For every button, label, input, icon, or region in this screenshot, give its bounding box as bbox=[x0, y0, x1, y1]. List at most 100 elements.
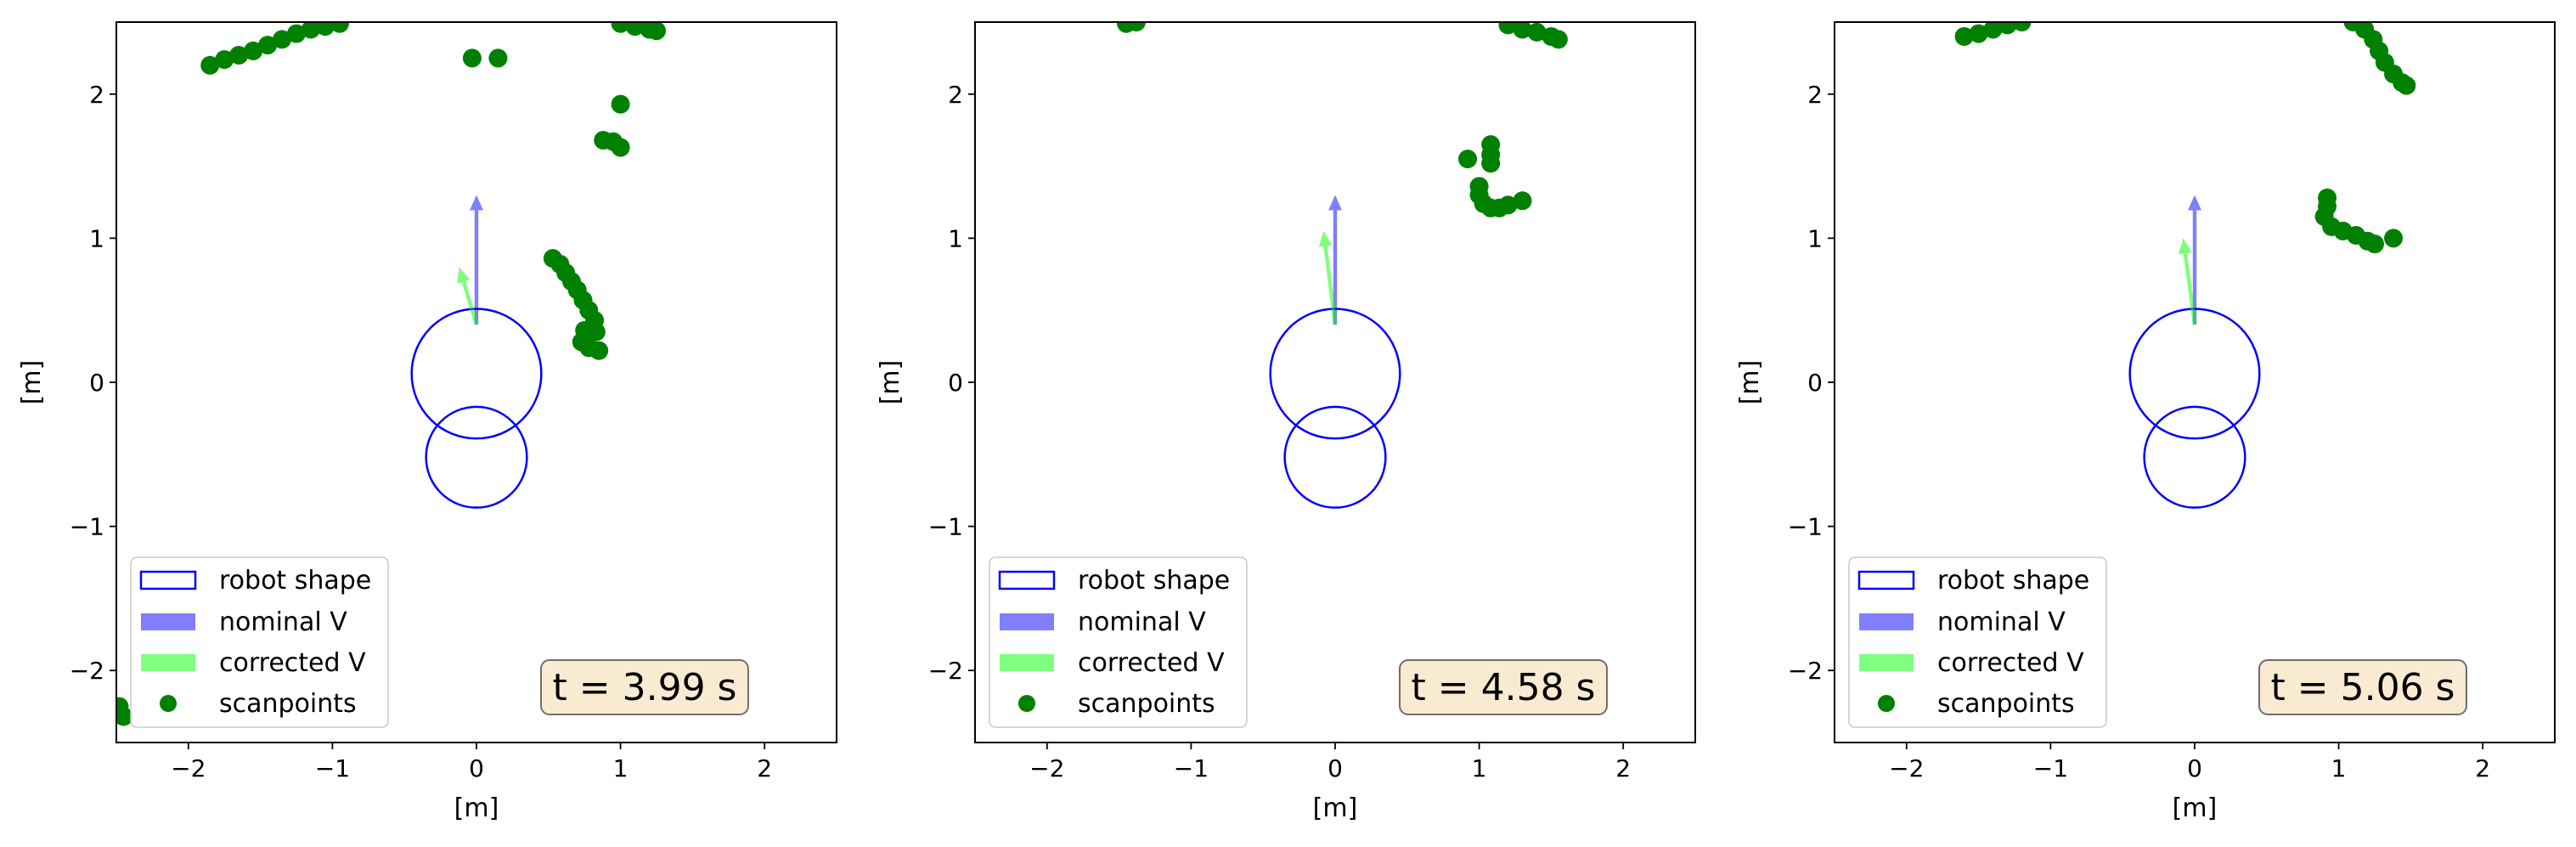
x-tick-label: 2 bbox=[2475, 754, 2490, 782]
legend-entry: robot shape bbox=[1937, 566, 2089, 596]
time-annotation: t = 3.99 s bbox=[540, 659, 749, 715]
robot-shape-circle bbox=[1283, 405, 1387, 509]
robot-shape-circle bbox=[2143, 405, 2246, 509]
time-box bbox=[2258, 659, 2467, 715]
legend-corrected-v-swatch bbox=[1000, 654, 1054, 671]
scanpoint bbox=[1481, 154, 1501, 173]
x-tick-label: 0 bbox=[1327, 754, 1343, 782]
scanpoint bbox=[116, 707, 133, 726]
legend-entry: nominal V bbox=[1937, 607, 2066, 637]
legend-nominal-v-swatch bbox=[141, 613, 195, 630]
legend-robot-shape-swatch bbox=[1857, 570, 1915, 590]
time-label: t = 5.06 s bbox=[2271, 666, 2455, 709]
y-tick-label: 1 bbox=[1807, 224, 1823, 252]
legend-entry: scanpoints bbox=[219, 689, 357, 719]
legend: robot shape nominal V corrected V scanpoint… bbox=[130, 556, 389, 728]
nominal-v-arrow bbox=[1328, 195, 1342, 325]
y-tick-label: −2 bbox=[1788, 657, 1823, 685]
scanpoint bbox=[2397, 76, 2416, 95]
scanpoint bbox=[1498, 195, 1518, 215]
y-axis-label: [m] bbox=[17, 360, 47, 405]
x-tick-label: −2 bbox=[1889, 754, 1924, 782]
scanpoint bbox=[611, 22, 630, 33]
x-tick-label: 1 bbox=[1472, 754, 1487, 782]
x-tick-label: −1 bbox=[1174, 754, 1209, 782]
scanpoint bbox=[1458, 150, 1478, 169]
y-axis-label: [m] bbox=[876, 360, 905, 405]
corrected-v-arrow bbox=[457, 267, 479, 325]
time-box bbox=[540, 659, 749, 715]
legend-entry: robot shape bbox=[1078, 566, 1230, 596]
nominal-v-arrow bbox=[2188, 195, 2201, 325]
scanpoint bbox=[488, 48, 508, 68]
x-axis-label: [m] bbox=[1313, 793, 1358, 823]
legend-entry: scanpoints bbox=[1078, 689, 1215, 719]
x-tick-label: −2 bbox=[1029, 754, 1064, 782]
y-tick-label: 1 bbox=[89, 224, 104, 252]
y-tick-label: 0 bbox=[948, 369, 963, 397]
time-annotation: t = 5.06 s bbox=[2258, 659, 2467, 715]
scanpoint bbox=[1983, 22, 2003, 39]
scanpoint bbox=[2012, 22, 2032, 31]
y-axis-label: [m] bbox=[1735, 360, 1765, 405]
scanpoint bbox=[1498, 22, 1518, 35]
scanpoint bbox=[1527, 22, 1547, 42]
scanpoint bbox=[1548, 30, 1568, 49]
plot-area bbox=[1954, 22, 2416, 509]
scanpoint bbox=[611, 138, 630, 157]
x-tick-label: 0 bbox=[2187, 754, 2202, 782]
x-tick-label: 1 bbox=[2331, 754, 2347, 782]
time-annotation: t = 4.58 s bbox=[1399, 659, 1608, 715]
time-box bbox=[1399, 659, 1608, 715]
y-tick-label: 1 bbox=[948, 224, 963, 252]
legend-nominal-v-swatch bbox=[1859, 613, 1914, 630]
scanpoint bbox=[647, 22, 666, 41]
scanpoint bbox=[273, 30, 292, 49]
scanpoint bbox=[200, 55, 220, 75]
y-tick-label: −2 bbox=[70, 657, 104, 685]
y-tick-label: 0 bbox=[1807, 369, 1823, 397]
scanpoint bbox=[611, 94, 630, 114]
legend: robot shape nominal V corrected V scanpoint… bbox=[989, 556, 1248, 728]
robot-shape-circle bbox=[425, 405, 528, 509]
x-tick-label: 0 bbox=[469, 754, 484, 782]
legend-entry: nominal V bbox=[1078, 607, 1206, 637]
y-tick-label: 2 bbox=[948, 81, 963, 109]
y-tick-label: −1 bbox=[928, 513, 963, 541]
y-tick-label: 0 bbox=[89, 369, 104, 397]
legend-robot-shape-swatch bbox=[998, 570, 1056, 590]
legend-entry: corrected V bbox=[219, 648, 366, 678]
scanpoint bbox=[2365, 234, 2384, 254]
chart-panel-3: −2 −1 0 1 2 −2 −1 0 1 2 [m] [m] robot shape nominal V… bbox=[1735, 21, 2556, 823]
scanpoint bbox=[287, 24, 306, 43]
scanpoint bbox=[330, 22, 349, 33]
scanpoint bbox=[315, 22, 335, 37]
legend-entry: nominal V bbox=[219, 607, 347, 637]
x-tick-label: −2 bbox=[171, 754, 206, 782]
y-tick-label: −2 bbox=[928, 657, 963, 685]
time-label: t = 3.99 s bbox=[553, 666, 737, 709]
scanpoint bbox=[1969, 24, 1988, 43]
legend-nominal-v-swatch bbox=[1000, 613, 1054, 630]
chart-panel-1: −2 −1 0 1 2 −2 −1 0 1 2 [m] [m] robot shape nominal V… bbox=[17, 21, 837, 823]
y-tick-label: 2 bbox=[89, 81, 104, 109]
chart-panel-2: −2 −1 0 1 2 −2 −1 0 1 2 [m] [m] robot shape nominal V… bbox=[876, 21, 1696, 823]
y-tick-label: −1 bbox=[1788, 513, 1823, 541]
corrected-v-arrow bbox=[1318, 230, 1338, 325]
legend-entry: robot shape bbox=[219, 566, 371, 596]
scanpoint bbox=[244, 41, 263, 60]
legend-corrected-v-swatch bbox=[141, 654, 195, 671]
nominal-v-arrow bbox=[470, 195, 483, 325]
robot-shape-circle bbox=[1269, 308, 1401, 440]
corrected-v-arrow bbox=[2178, 238, 2197, 325]
legend-entry: scanpoints bbox=[1937, 689, 2075, 719]
y-tick-label: −1 bbox=[70, 513, 104, 541]
x-tick-label: −1 bbox=[315, 754, 350, 782]
scanpoint bbox=[1954, 26, 1974, 46]
legend-corrected-v-swatch bbox=[1859, 654, 1914, 671]
scanpoint bbox=[2384, 229, 2404, 248]
legend-scanpoint-marker bbox=[160, 695, 177, 712]
x-tick-label: 2 bbox=[757, 754, 772, 782]
scanpoint bbox=[625, 22, 645, 37]
